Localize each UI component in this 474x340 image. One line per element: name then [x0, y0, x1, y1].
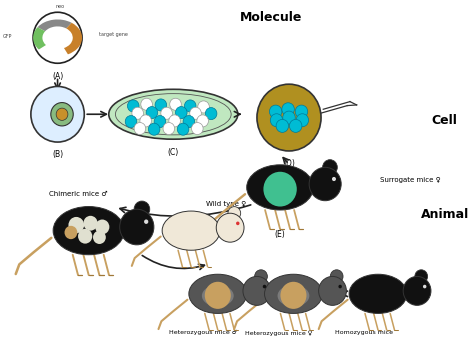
- Ellipse shape: [134, 201, 150, 217]
- Ellipse shape: [263, 285, 266, 288]
- Ellipse shape: [109, 89, 238, 139]
- Ellipse shape: [162, 211, 220, 250]
- Ellipse shape: [141, 98, 152, 110]
- Ellipse shape: [338, 285, 342, 288]
- Text: Animal: Animal: [420, 207, 469, 221]
- Ellipse shape: [177, 123, 189, 135]
- Text: Chimeric mice ♂: Chimeric mice ♂: [49, 191, 107, 197]
- Ellipse shape: [175, 106, 187, 119]
- Ellipse shape: [228, 207, 241, 220]
- Wedge shape: [64, 23, 82, 54]
- Ellipse shape: [53, 206, 124, 255]
- Ellipse shape: [332, 177, 336, 181]
- Ellipse shape: [161, 107, 173, 119]
- Text: target gene: target gene: [99, 32, 128, 37]
- Text: ×: ×: [139, 222, 150, 236]
- Ellipse shape: [349, 274, 407, 313]
- Text: (B): (B): [52, 150, 63, 159]
- Text: Homozygous mice: Homozygous mice: [335, 330, 392, 335]
- Text: Cell: Cell: [432, 114, 458, 128]
- Ellipse shape: [155, 99, 167, 111]
- Ellipse shape: [323, 160, 337, 175]
- Ellipse shape: [290, 119, 302, 132]
- Ellipse shape: [264, 172, 297, 206]
- Ellipse shape: [148, 123, 160, 135]
- Text: Molecule: Molecule: [240, 11, 302, 24]
- Ellipse shape: [93, 231, 106, 244]
- Ellipse shape: [189, 274, 247, 313]
- Ellipse shape: [163, 122, 174, 135]
- Ellipse shape: [183, 116, 195, 128]
- Text: neo: neo: [55, 4, 64, 8]
- Ellipse shape: [140, 115, 152, 127]
- Ellipse shape: [116, 94, 231, 135]
- Text: GFP: GFP: [2, 34, 12, 39]
- Ellipse shape: [184, 100, 196, 112]
- Text: (A): (A): [52, 72, 63, 81]
- Text: (D): (D): [283, 159, 295, 168]
- Ellipse shape: [255, 270, 267, 283]
- Ellipse shape: [170, 98, 181, 110]
- Text: Heterozygous mice ♀: Heterozygous mice ♀: [246, 330, 313, 336]
- Ellipse shape: [56, 108, 68, 120]
- Ellipse shape: [403, 276, 431, 305]
- Text: Wild type ♀: Wild type ♀: [206, 201, 246, 206]
- Ellipse shape: [202, 285, 234, 307]
- Ellipse shape: [125, 116, 137, 128]
- Ellipse shape: [296, 114, 309, 127]
- Ellipse shape: [144, 219, 148, 224]
- Ellipse shape: [278, 285, 310, 307]
- Ellipse shape: [120, 209, 154, 245]
- Ellipse shape: [415, 270, 428, 283]
- Ellipse shape: [64, 226, 77, 239]
- Ellipse shape: [269, 105, 282, 118]
- Ellipse shape: [330, 270, 343, 283]
- Ellipse shape: [205, 282, 231, 309]
- Ellipse shape: [31, 86, 84, 142]
- Ellipse shape: [247, 165, 313, 210]
- Ellipse shape: [191, 122, 203, 135]
- Ellipse shape: [78, 229, 92, 244]
- Ellipse shape: [197, 115, 209, 127]
- Ellipse shape: [257, 84, 321, 151]
- Ellipse shape: [264, 274, 322, 313]
- Ellipse shape: [68, 217, 84, 233]
- Ellipse shape: [95, 220, 109, 234]
- Ellipse shape: [276, 119, 289, 132]
- Ellipse shape: [319, 276, 346, 305]
- Text: Surrogate mice ♀: Surrogate mice ♀: [380, 177, 441, 183]
- Text: (E): (E): [275, 230, 285, 239]
- Ellipse shape: [283, 111, 295, 124]
- Ellipse shape: [169, 115, 181, 127]
- Ellipse shape: [146, 106, 158, 119]
- Text: (C): (C): [168, 148, 179, 156]
- Ellipse shape: [132, 107, 144, 119]
- Ellipse shape: [236, 222, 239, 225]
- Ellipse shape: [154, 116, 166, 128]
- Wedge shape: [33, 27, 46, 50]
- Ellipse shape: [51, 103, 73, 126]
- Ellipse shape: [243, 276, 271, 305]
- Ellipse shape: [216, 213, 244, 242]
- Ellipse shape: [281, 282, 307, 309]
- Ellipse shape: [282, 103, 294, 116]
- Ellipse shape: [128, 100, 139, 112]
- Wedge shape: [37, 19, 72, 31]
- Ellipse shape: [190, 107, 201, 119]
- Text: ×: ×: [253, 286, 263, 299]
- Ellipse shape: [205, 107, 217, 120]
- Ellipse shape: [83, 216, 98, 231]
- Ellipse shape: [309, 167, 341, 201]
- Ellipse shape: [33, 12, 82, 63]
- Ellipse shape: [134, 122, 146, 135]
- Ellipse shape: [198, 101, 210, 113]
- Text: Heterozygous mice ♂: Heterozygous mice ♂: [169, 330, 237, 335]
- Ellipse shape: [423, 285, 427, 288]
- Ellipse shape: [295, 105, 308, 118]
- Ellipse shape: [270, 114, 283, 127]
